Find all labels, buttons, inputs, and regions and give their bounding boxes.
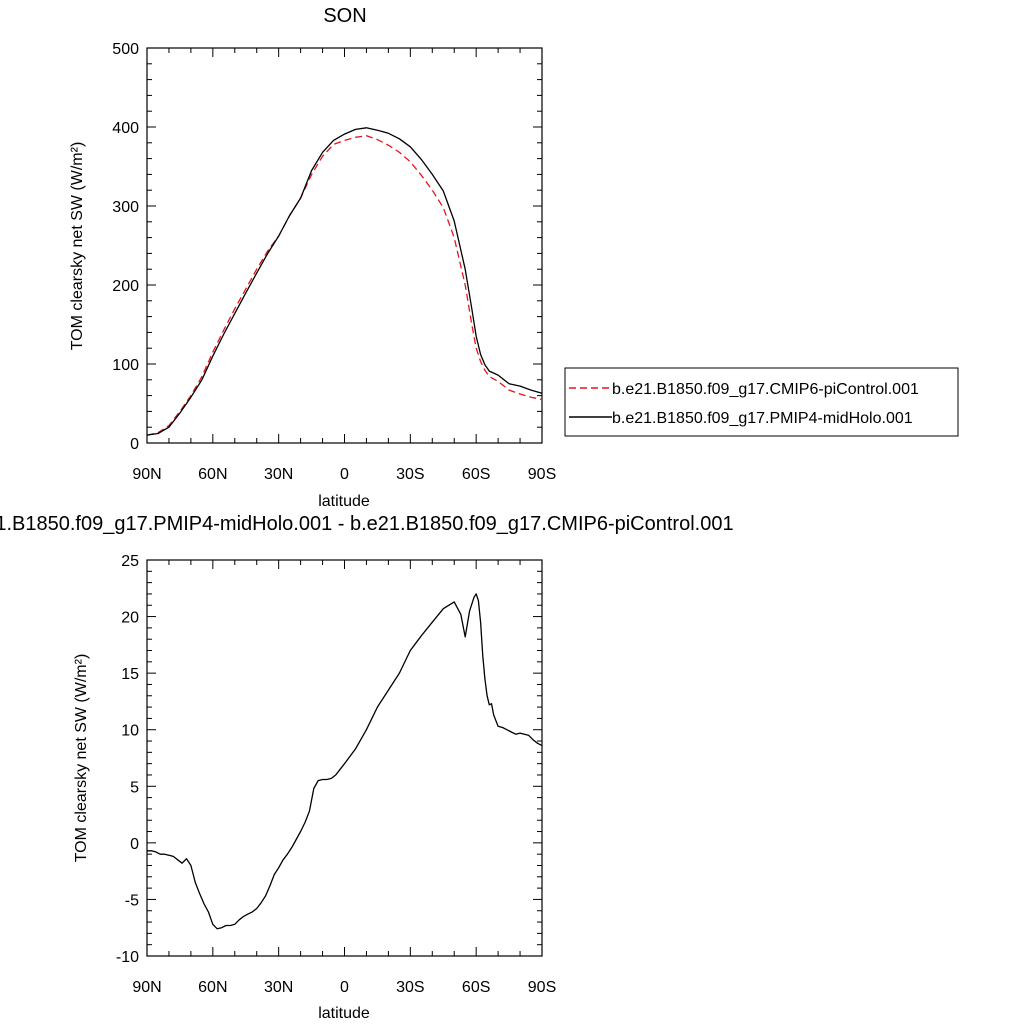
x-tick-label: 90N <box>132 979 161 996</box>
y-tick-label: 15 <box>121 666 139 683</box>
series-line-1 <box>146 135 543 436</box>
y-tick-label: 10 <box>121 723 139 740</box>
y-tick-label: 25 <box>121 553 139 570</box>
panel-2-x-tick-labels: 90N 60N 30N 0 30S 60S 90S <box>132 979 556 996</box>
panel-1-plot-frame <box>146 47 543 444</box>
x-tick-label: 60S <box>462 466 490 483</box>
x-tick-label: 90S <box>528 979 556 996</box>
legend-label-picontrol: b.e21.B1850.f09_g17.CMIP6-piControl.001 <box>612 381 919 398</box>
y-tick-label: -10 <box>116 949 139 966</box>
panel-1-x-axis-label: latitude <box>318 493 370 510</box>
y-tick-label: 200 <box>112 278 139 295</box>
panel-2-ticks <box>146 559 543 957</box>
legend-label-midholo: b.e21.B1850.f09_g17.PMIP4-midHolo.001 <box>612 410 913 427</box>
x-tick-label: 90N <box>132 466 161 483</box>
panel-1-y-tick-labels: 0 100 200 300 400 500 <box>112 41 139 453</box>
panel-2-x-axis-label: latitude <box>318 1005 370 1022</box>
x-tick-label: 0 <box>340 979 349 996</box>
panel-1-x-tick-labels: 90N 60N 30N 0 30S 60S 90S <box>132 466 556 483</box>
x-tick-label: 30S <box>396 979 424 996</box>
series-line-2 <box>146 127 543 436</box>
series-line-1 <box>147 593 543 930</box>
y-tick-label: 0 <box>130 436 139 453</box>
panel-2-y-axis-label: TOM clearsky net SW (W/m²) <box>73 654 90 863</box>
panel-2-y-tick-labels: -10 -5 0 5 10 15 20 25 <box>116 553 139 966</box>
y-tick-label: 400 <box>112 120 139 137</box>
x-tick-label: 90S <box>528 466 556 483</box>
x-tick-label: 30S <box>396 466 424 483</box>
x-tick-label: 0 <box>340 466 349 483</box>
panel-1: SON 0 100 200 300 400 500 90N 60N 30N 0 30S 60S 90S… <box>69 5 959 510</box>
y-tick-label: 0 <box>130 836 139 853</box>
x-tick-label: 60S <box>462 979 490 996</box>
panel-1-y-axis-label: TOM clearsky net SW (W/m²) <box>69 142 86 351</box>
y-tick-label: -5 <box>125 892 139 909</box>
panel-1-legend: b.e21.B1850.f09_g17.CMIP6-piControl.001 … <box>564 367 959 437</box>
legend-box <box>564 367 959 437</box>
x-tick-label: 60N <box>198 979 227 996</box>
y-tick-label: 20 <box>121 610 139 627</box>
panel-2-series <box>147 593 543 930</box>
panel-1-series <box>146 127 543 436</box>
x-tick-label: 60N <box>198 466 227 483</box>
panel-2-title: b.e21.B1850.f09_g17.PMIP4-midHolo.001 - … <box>0 513 734 535</box>
panel-2: b.e21.B1850.f09_g17.PMIP4-midHolo.001 - … <box>0 513 734 1022</box>
x-tick-label: 30N <box>264 979 293 996</box>
x-tick-label: 30N <box>264 466 293 483</box>
panel-1-ticks <box>146 47 543 444</box>
panel-2-plot-frame <box>146 559 543 957</box>
y-tick-label: 100 <box>112 357 139 374</box>
y-tick-label: 5 <box>130 779 139 796</box>
y-tick-label: 300 <box>112 199 139 216</box>
y-tick-label: 500 <box>112 41 139 58</box>
panel-1-title: SON <box>323 5 366 27</box>
